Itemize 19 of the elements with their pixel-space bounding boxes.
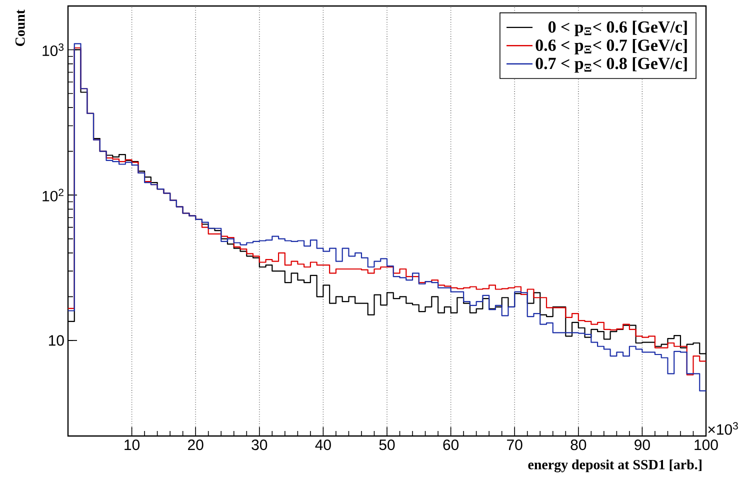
text: ×10$^{3}$	[708, 422, 738, 435]
x-tick-label: 90	[634, 440, 650, 450]
x-tick-label: 50	[379, 440, 395, 450]
x-tick-label: 60	[443, 440, 459, 450]
x-tick-label: 70	[507, 440, 522, 450]
legend-label: 0 < p$_{Ξ}$< 0.6 [GeV/c]	[548, 20, 687, 36]
x-tick-label: 100	[694, 440, 718, 450]
y-tick-label: 10$^{2}$	[42, 188, 64, 202]
y-tick-label: 10$^{3}$	[42, 43, 64, 56]
legend-label: 0.7 < p$_{Ξ}$< 0.8 [GeV/c]	[536, 57, 687, 73]
legend-label: 0.6 < p$_{Ξ}$< 0.7 [GeV/c]	[536, 39, 687, 54]
x-axis-title: energy deposit at SSD1 [arb.]	[528, 460, 702, 472]
x-tick-label: 20	[188, 440, 204, 450]
y-tick-label: 10	[49, 335, 64, 346]
x-tick-label: 80	[570, 440, 586, 450]
x-tick-label: 30	[252, 440, 268, 450]
x-tick-label: 40	[315, 440, 331, 450]
x-tick-label: 10	[124, 440, 140, 450]
y-axis-title: Count	[15, 10, 25, 46]
